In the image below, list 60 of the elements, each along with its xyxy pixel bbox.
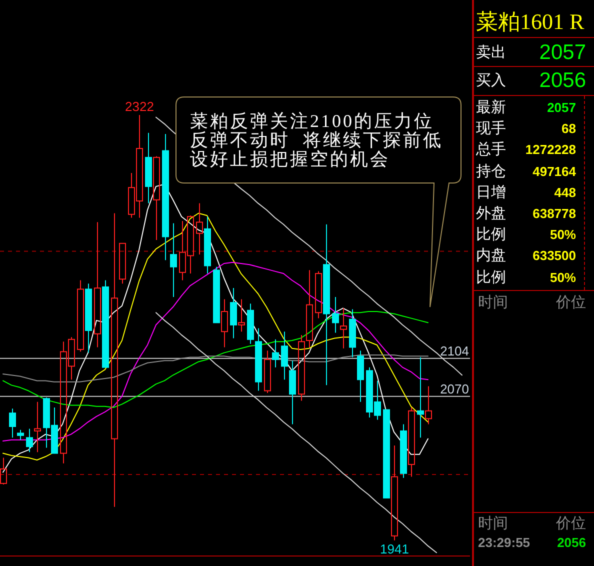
candlestick xyxy=(340,308,347,349)
text: 50% xyxy=(550,227,576,242)
text: 633500 xyxy=(532,248,576,264)
candlestick xyxy=(289,360,296,425)
category-label: 外盘 xyxy=(476,204,506,224)
category-label: 最新 xyxy=(476,98,506,118)
category-label: 持仓 xyxy=(476,162,506,182)
annotation: 菜粕反弹关注2100的压力位 xyxy=(190,111,434,131)
text: 23:29:55 xyxy=(478,534,530,552)
category-label: 日增 xyxy=(476,182,506,203)
candlestick xyxy=(34,401,41,453)
text: 时间 xyxy=(478,294,508,312)
text: 1272228 xyxy=(525,142,576,158)
candlestick xyxy=(145,132,152,204)
candlestick xyxy=(323,224,330,386)
candlestick xyxy=(357,350,364,402)
ref-line-label: 2070 xyxy=(440,381,469,396)
candlestick xyxy=(196,202,203,256)
candlestick xyxy=(94,222,101,348)
candlestick xyxy=(26,428,33,453)
text: 价位 xyxy=(556,515,586,533)
text: 638778 xyxy=(532,206,576,221)
annotation: 反弹不动时 将继续下探前低 xyxy=(190,130,443,150)
annotation: 2322 xyxy=(125,98,154,114)
candlestick xyxy=(408,407,415,478)
candlestick xyxy=(221,298,228,348)
annotation: 设好止损把握空的机会 xyxy=(190,149,390,169)
candlestick xyxy=(281,331,288,380)
category-label: 比例 xyxy=(476,225,506,246)
candlestick xyxy=(272,338,279,368)
candlestick xyxy=(111,212,118,508)
candlestick xyxy=(162,133,169,261)
ref-line-label: 2104 xyxy=(440,343,469,358)
text: 50% xyxy=(550,270,576,285)
category-label: 买入 xyxy=(476,71,506,91)
text: 2056 xyxy=(539,68,586,94)
category-label: 总手 xyxy=(476,140,506,160)
text: 价位 xyxy=(556,294,586,312)
text: 菜粕1601 R xyxy=(476,9,584,35)
candlestick xyxy=(417,356,424,438)
text: 2057 xyxy=(547,100,576,115)
candlestick xyxy=(332,296,339,334)
candlestick xyxy=(349,308,356,358)
text: 2057 xyxy=(539,41,586,64)
candlestick xyxy=(230,288,237,339)
category-label: 卖出 xyxy=(476,43,506,63)
text: 448 xyxy=(554,184,576,200)
category-label: 内盘 xyxy=(476,246,506,266)
text: 497164 xyxy=(532,164,576,179)
category-label: 现手 xyxy=(476,119,506,140)
annotation: 1941 xyxy=(380,541,409,556)
text: 时间 xyxy=(478,515,508,533)
category-label: 比例 xyxy=(476,268,506,288)
candlestick xyxy=(425,386,432,425)
text: 2056 xyxy=(557,535,586,550)
candlestick xyxy=(85,283,92,354)
candlestick xyxy=(204,216,211,274)
candlestick xyxy=(170,222,177,298)
text: 68 xyxy=(562,121,576,136)
candlestick xyxy=(255,328,262,392)
